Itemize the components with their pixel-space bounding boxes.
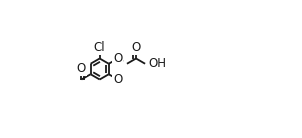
Text: O: O bbox=[113, 73, 123, 86]
Text: O: O bbox=[131, 41, 141, 54]
Text: Cl: Cl bbox=[94, 41, 105, 54]
Text: O: O bbox=[113, 52, 123, 65]
Text: OH: OH bbox=[149, 57, 167, 70]
Text: O: O bbox=[77, 62, 86, 75]
